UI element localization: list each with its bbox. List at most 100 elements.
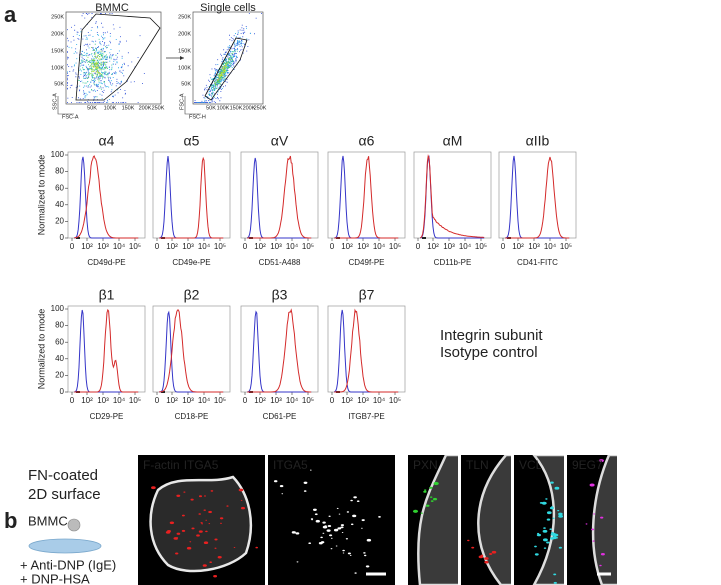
- x-tick-label: 10⁴: [373, 242, 386, 251]
- y-tick-label: 100K: [178, 65, 191, 71]
- histogram-title: β3: [272, 287, 288, 303]
- x-tick-label: 10⁴: [544, 242, 557, 251]
- gate: [75, 13, 161, 101]
- x-tick-label: 0: [416, 242, 421, 251]
- x-tick-label: 10³: [270, 396, 282, 405]
- plot-title: Single cells: [200, 2, 256, 14]
- cell-sphere: [67, 518, 81, 532]
- x-tick-label: 200K: [243, 105, 256, 111]
- y-tick-label: 80: [55, 321, 64, 330]
- treatment-text: + DNP-HSA: [20, 571, 90, 585]
- axis-break: [76, 237, 80, 239]
- isotype-curve: [74, 156, 139, 239]
- integrin-curve: [247, 308, 312, 393]
- x-tick-label: 10⁴: [113, 396, 126, 405]
- treatment-text: + Anti-DNP (IgE): [20, 557, 116, 572]
- y-axis-label: Normalized to mode: [36, 155, 46, 236]
- y-tick-label: 0: [60, 233, 65, 242]
- image-content: [467, 455, 511, 585]
- cell-edge: [591, 455, 617, 585]
- integrin-curve: [334, 308, 399, 393]
- x-tick-label: 10⁴: [198, 396, 211, 405]
- cell-label: BMMC: [28, 513, 68, 528]
- isotype-curve: [333, 309, 399, 393]
- x-axis-label: CD49d-PE: [87, 258, 125, 267]
- y-tick-label: 40: [55, 200, 64, 209]
- integrin-curve: [159, 156, 224, 239]
- y-tick-label: 250K: [51, 14, 64, 20]
- micrograph: F-actin ITGA5: [138, 455, 265, 585]
- x-axis-label: FSC-H: [189, 114, 206, 120]
- cell-edge: [416, 455, 458, 585]
- channel-label: ITGA5: [273, 458, 308, 472]
- channel-label: 9EG7: [572, 458, 603, 472]
- x-tick-label: 10²: [81, 242, 93, 251]
- x-tick-label: 50K: [87, 105, 97, 111]
- x-tick-label: 0: [155, 396, 160, 405]
- x-tick-label: 10⁵: [389, 242, 401, 251]
- x-tick-label: 0: [70, 242, 75, 251]
- y-tick-label: 200K: [51, 31, 64, 37]
- actin-outline: [149, 475, 253, 573]
- x-axis-label: CD49f-PE: [348, 258, 384, 267]
- x-tick-label: 10²: [166, 242, 178, 251]
- x-tick-label: 10³: [443, 242, 455, 251]
- x-tick-label: 10²: [341, 396, 353, 405]
- histogram-title: α5: [184, 133, 200, 149]
- condition-text: FN-coated: [28, 467, 98, 484]
- x-tick-label: 10³: [357, 396, 369, 405]
- histogram-frame: [152, 151, 231, 239]
- micrograph: TLN: [461, 455, 511, 585]
- x-tick-label: 100K: [104, 105, 117, 111]
- event-dots: [67, 13, 145, 103]
- x-axis-label: ITGB7-PE: [348, 412, 384, 421]
- channel-label: ITGA5: [184, 458, 219, 472]
- x-tick-label: 10³: [182, 242, 194, 251]
- x-tick-label: 10⁵: [560, 242, 572, 251]
- cell-edge: [477, 455, 511, 585]
- x-tick-label: 100K: [217, 105, 230, 111]
- signal: [412, 481, 439, 514]
- x-tick-label: 10⁴: [198, 242, 211, 251]
- event-dots: [89, 52, 104, 76]
- channel-label: TLN: [466, 458, 489, 472]
- plot-frame: [192, 11, 264, 105]
- legend-entry: Integrin subunit: [440, 327, 543, 344]
- image-background: [268, 455, 395, 585]
- x-tick-label: 10⁴: [373, 396, 386, 405]
- x-tick-label: 0: [330, 396, 335, 405]
- histogram-title: β2: [184, 287, 200, 303]
- isotype-curve: [159, 310, 224, 393]
- plot-title: BMMC: [95, 2, 129, 14]
- x-tick-label: 10³: [182, 396, 194, 405]
- x-tick-label: 10⁴: [286, 396, 299, 405]
- x-axis-label: CD18-PE: [175, 412, 209, 421]
- y-tick-label: 100: [51, 150, 65, 159]
- isotype-curve: [247, 310, 312, 393]
- channel-label: VCL: [519, 458, 543, 472]
- isotype-curve: [505, 155, 570, 239]
- y-tick-label: 0: [60, 387, 65, 396]
- y-tick-label: 250K: [178, 14, 191, 20]
- x-tick-label: 10²: [254, 242, 266, 251]
- y-tick-label: 60: [55, 183, 64, 192]
- y-tick-label: 100K: [51, 65, 64, 71]
- y-tick-label: 200K: [178, 31, 191, 37]
- axis-corner: [184, 96, 201, 115]
- x-tick-label: 10⁴: [459, 242, 472, 251]
- event-dots: [194, 13, 262, 103]
- x-tick-label: 10⁵: [129, 242, 141, 251]
- panel-label: b: [4, 508, 17, 533]
- x-tick-label: 10⁵: [302, 242, 314, 251]
- x-tick-label: 0: [243, 396, 248, 405]
- x-axis-label: CD41-FITC: [517, 258, 558, 267]
- signal: [585, 459, 605, 567]
- integrin-curve: [334, 156, 399, 239]
- histogram-frame: [498, 151, 577, 239]
- integrin-curve: [505, 156, 570, 239]
- image-content: [412, 455, 458, 585]
- histogram-frame: [240, 305, 319, 393]
- x-tick-label: 10⁵: [129, 396, 141, 405]
- x-tick-label: 10³: [97, 242, 109, 251]
- image-content: [273, 469, 386, 576]
